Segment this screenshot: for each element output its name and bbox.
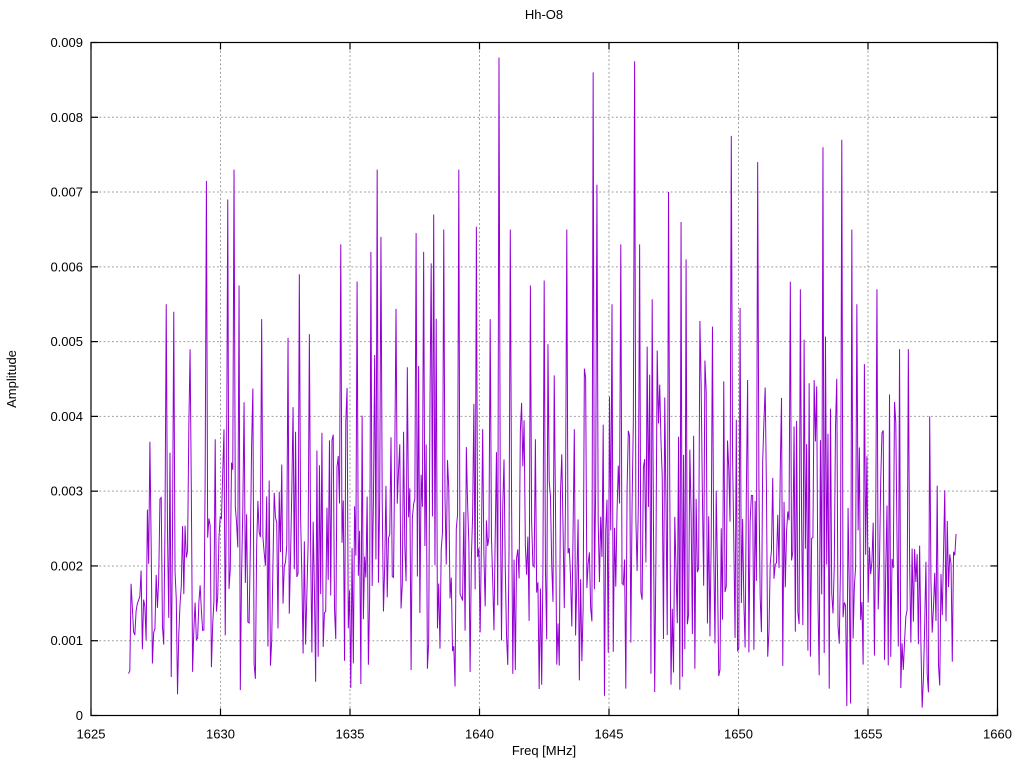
x-tick-label: 1635 bbox=[336, 727, 365, 742]
y-tick-label: 0.002 bbox=[50, 558, 83, 573]
y-tick-label: 0.009 bbox=[50, 35, 83, 50]
x-tick-label: 1630 bbox=[206, 727, 235, 742]
y-tick-label: 0.004 bbox=[50, 409, 83, 424]
y-tick-label: 0.006 bbox=[50, 259, 83, 274]
y-tick-label: 0.003 bbox=[50, 484, 83, 499]
y-tick-label: 0 bbox=[76, 708, 83, 723]
x-tick-label: 1655 bbox=[854, 727, 883, 742]
plot-border bbox=[90, 41, 999, 717]
y-tick-label: 0.008 bbox=[50, 110, 83, 125]
y-tick-label: 0.005 bbox=[50, 334, 83, 349]
x-tick-label: 1660 bbox=[983, 727, 1012, 742]
x-tick-label: 1640 bbox=[465, 727, 494, 742]
x-tick-label: 1650 bbox=[724, 727, 753, 742]
x-tick-label: 1625 bbox=[77, 727, 106, 742]
x-axis-title: Freq [MHz] bbox=[511, 743, 577, 758]
x-tick-label: 1645 bbox=[595, 727, 624, 742]
axes bbox=[90, 41, 999, 717]
series-line bbox=[128, 57, 957, 708]
y-tick-label: 0.001 bbox=[50, 633, 83, 648]
tick-labels: 1625 1630 1635 1640 1645 1650 1655 1660 0 0.001 0.… bbox=[50, 35, 1012, 742]
y-tick-label: 0.007 bbox=[50, 185, 83, 200]
chart-title: Hh-O8 bbox=[524, 7, 564, 22]
